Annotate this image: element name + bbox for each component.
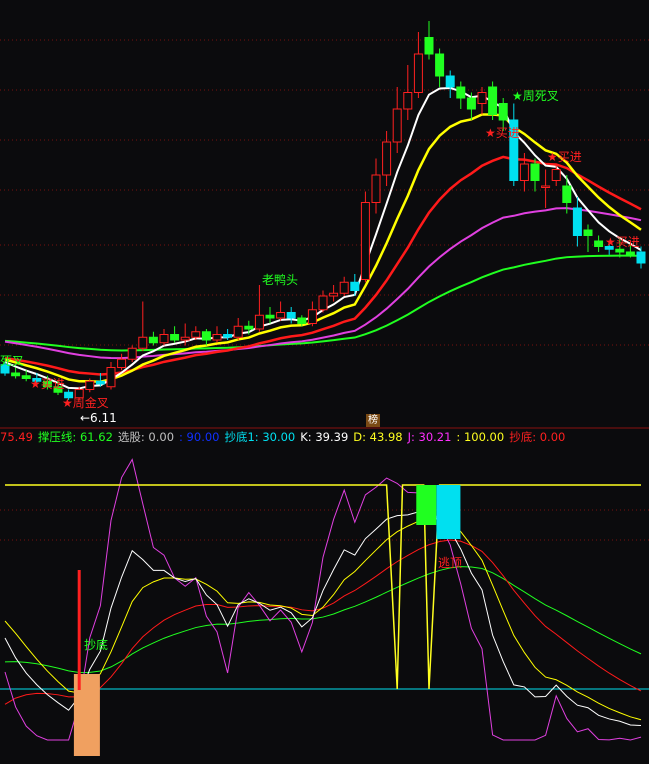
j-line — [4, 458, 642, 741]
candle-body — [117, 358, 127, 368]
candle-body — [435, 53, 445, 77]
indicator-value: 撑压线: 61.62 — [37, 430, 113, 444]
candle-body — [95, 380, 105, 385]
candle-body — [244, 325, 254, 330]
k-line — [4, 511, 642, 727]
top-signal-block — [416, 485, 437, 525]
candle-body — [32, 378, 42, 382]
candle-body — [594, 240, 604, 247]
candle-body — [233, 325, 243, 338]
candle-body — [127, 347, 137, 360]
candle-body — [382, 141, 392, 176]
candle-body — [509, 119, 519, 181]
candle-body — [562, 185, 572, 203]
candle-body — [625, 251, 635, 256]
candle-body — [530, 163, 540, 181]
candle-body — [413, 53, 423, 93]
candle-body — [138, 336, 148, 349]
candle-body — [318, 295, 328, 311]
candle-body — [424, 37, 434, 55]
candle-body — [286, 312, 296, 319]
candle-body — [339, 281, 349, 294]
candle-body — [64, 391, 74, 399]
candle-body — [350, 281, 360, 291]
indicator-value: J: 30.21 — [407, 430, 452, 444]
slow-green-line — [4, 566, 642, 674]
candle-body — [445, 75, 455, 88]
candle-body — [456, 86, 466, 99]
candle-body — [615, 248, 625, 253]
candle-body — [21, 375, 31, 379]
chart-annotation: ★买进 — [605, 235, 640, 249]
candle-body — [170, 334, 180, 341]
candle-body — [477, 92, 487, 104]
candle-body — [329, 292, 339, 297]
candle-body — [106, 367, 116, 388]
chart-annotation: ★周金叉 — [62, 396, 109, 410]
candle-body — [297, 317, 307, 324]
candle-body — [307, 309, 317, 324]
candle-body — [636, 251, 646, 264]
chart-annotation: ←6.11 — [80, 411, 117, 425]
top-signal-block — [436, 485, 461, 539]
signal-label: 抄底 — [84, 638, 109, 652]
indicator-value: 选股: 0.00 — [117, 430, 175, 444]
candle-body — [551, 169, 561, 181]
candle-body — [360, 202, 370, 280]
indicator-value: K: 39.39 — [300, 430, 349, 444]
candle-body — [11, 372, 21, 377]
chart-annotation: ★买进 — [547, 150, 582, 164]
candle-body — [201, 331, 211, 341]
candle-body — [191, 331, 201, 338]
candle-body — [583, 229, 593, 236]
rank-badge[interactable]: 榜 — [366, 414, 380, 427]
candle-body — [392, 108, 402, 143]
candle-body — [519, 163, 529, 181]
signal-label: 逃顶 — [438, 556, 463, 570]
indicator-value: : 100.00 — [456, 430, 505, 444]
candle-body — [604, 246, 614, 250]
candle-body — [148, 336, 158, 344]
indicator-value: 75.49 — [0, 430, 33, 444]
indicator-header: 75.49 撑压线: 61.62 选股: 0.00 : 90.00 抄底1: 30.00… — [0, 429, 570, 445]
candle-body — [85, 380, 95, 390]
candle-body — [371, 174, 381, 203]
candle-body — [223, 334, 233, 338]
indicator-value: D: 43.98 — [353, 430, 403, 444]
candle-body — [42, 380, 52, 388]
indicator-value: 抄底: 0.00 — [509, 430, 566, 444]
chart-annotation: ★买进 — [485, 126, 520, 140]
candle-body — [212, 334, 222, 341]
chart-annotation: ★周死叉 — [512, 89, 559, 103]
chart-annotation: ★买进 — [30, 377, 65, 391]
indicator-value: : 90.00 — [179, 430, 220, 444]
ma40-line — [4, 207, 642, 360]
candle-body — [159, 334, 169, 344]
candle-body — [254, 314, 264, 330]
indicator-value: 抄底1: 30.00 — [224, 430, 296, 444]
candle-body — [572, 207, 582, 236]
chart-annotation: 死叉 — [0, 354, 25, 368]
candle-body — [180, 336, 190, 341]
candle-body — [488, 86, 498, 115]
candle-body — [541, 185, 551, 188]
candle-body — [0, 364, 10, 374]
candle-body — [276, 312, 286, 319]
ma5-line — [4, 86, 642, 390]
candle-body — [466, 97, 476, 110]
chart-annotation: 老鸭头 — [262, 273, 299, 287]
candle-body — [498, 103, 508, 121]
candle-body — [265, 314, 275, 319]
select-line — [5, 484, 641, 690]
candle-body — [53, 386, 63, 393]
candle-body — [403, 92, 413, 110]
slow-red-line — [4, 539, 642, 705]
ma80-line — [4, 254, 642, 352]
candle-body — [74, 389, 84, 399]
d-line — [4, 518, 642, 721]
